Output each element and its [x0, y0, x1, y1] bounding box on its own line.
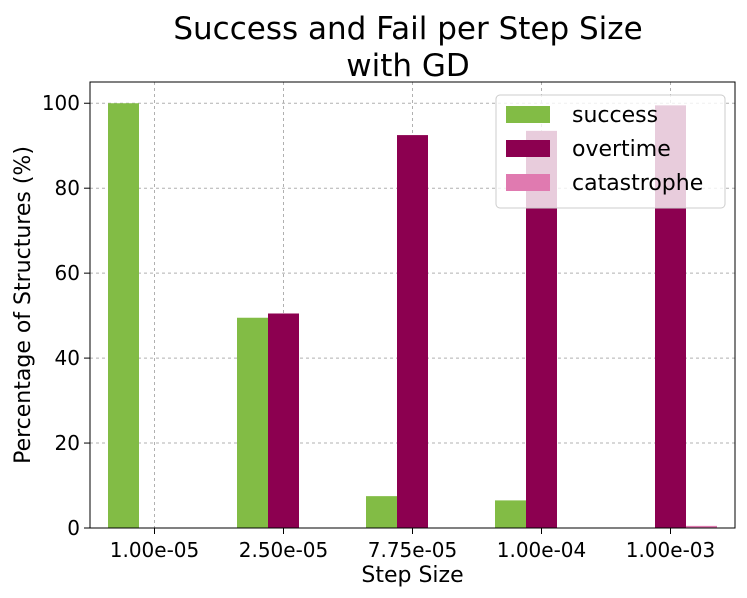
x-tick-label: 7.75e-05: [368, 538, 458, 562]
y-tick-label: 0: [67, 516, 80, 540]
legend: success overtime catastrophe: [495, 94, 726, 209]
y-tick-label: 40: [55, 346, 80, 370]
legend-label-success: success: [572, 103, 658, 128]
x-axis-ticks: 1.00e-05 2.50e-05 7.75e-05 1.00e-04 1.00e-03: [110, 528, 716, 562]
bar-overtime-7.75e-05: [397, 135, 428, 528]
y-tick-label: 80: [55, 176, 80, 200]
legend-swatch-catastrophe: [506, 174, 550, 191]
bar-success-2.50e-05: [237, 317, 268, 528]
bar-catastrophe-1.00e-03: [686, 525, 717, 528]
y-axis-label: Percentage of Structures (%): [11, 146, 36, 464]
x-tick-label: 2.50e-05: [239, 538, 329, 562]
bar-overtime-2.50e-05: [268, 313, 299, 528]
x-tick-label: 1.00e-04: [497, 538, 587, 562]
y-tick-label: 60: [55, 261, 80, 285]
bar-success-1.00e-05: [108, 103, 139, 528]
chart-title-line: with GD: [346, 48, 470, 84]
legend-swatch-success: [506, 106, 550, 123]
chart-title-line: Success and Fail per Step Size: [173, 11, 642, 47]
legend-swatch-overtime: [506, 140, 550, 157]
x-axis-label: Step Size: [361, 563, 463, 588]
bar-success-7.75e-05: [366, 496, 397, 528]
bar-success-1.00e-04: [495, 500, 526, 528]
y-tick-label: 100: [42, 91, 80, 115]
legend-label-catastrophe: catastrophe: [572, 171, 703, 196]
x-tick-label: 1.00e-05: [110, 538, 200, 562]
legend-label-overtime: overtime: [572, 137, 671, 162]
legend-box: [495, 94, 726, 209]
x-tick-label: 1.00e-03: [626, 538, 716, 562]
y-tick-label: 20: [55, 431, 80, 455]
y-axis-ticks: 0 20 40 60 80 100: [42, 91, 90, 540]
